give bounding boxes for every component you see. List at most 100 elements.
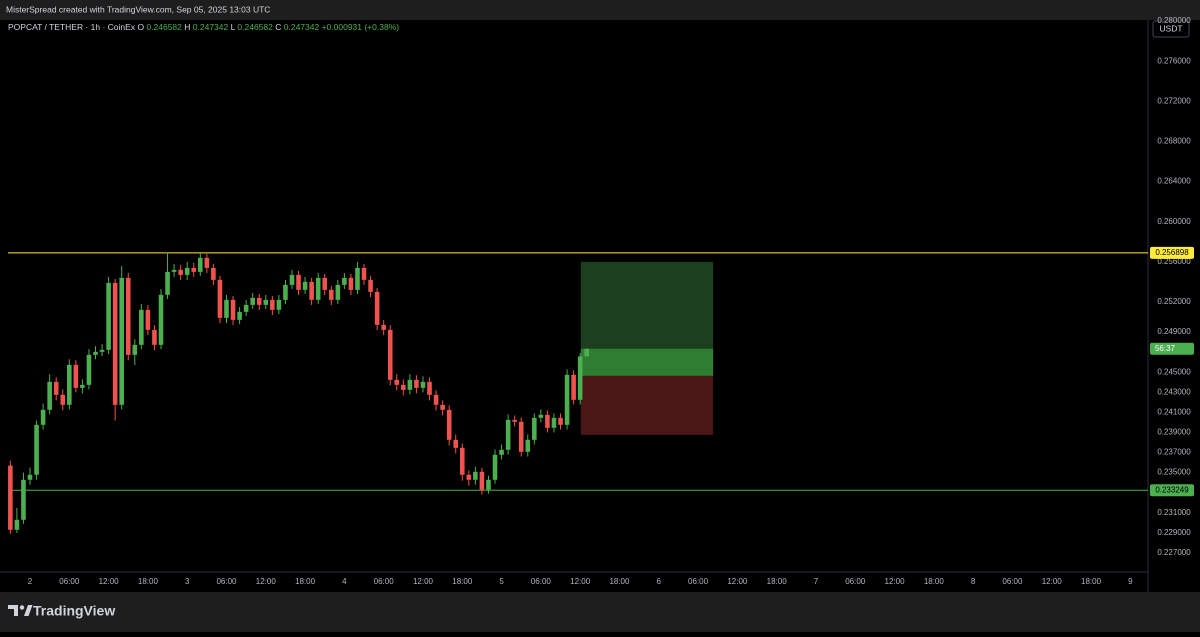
candle-body [355, 267, 360, 290]
candle-body [112, 282, 118, 405]
candle-body [302, 281, 308, 290]
candle-body [270, 299, 275, 310]
x-tick-label: 3 [185, 577, 190, 586]
candle-body [93, 351, 98, 355]
y-tick-label: 0.237000 [1157, 448, 1191, 457]
y-tick-label: 0.229000 [1157, 528, 1191, 537]
candle-body [47, 381, 52, 410]
y-tick-label: 0.231000 [1157, 508, 1191, 517]
ohlc-value: 0.246582 [146, 22, 182, 32]
countdown: 56:37 [1155, 344, 1176, 353]
candle-body [27, 474, 33, 480]
candle-body [230, 299, 236, 320]
brand: TradingView [33, 603, 115, 619]
logo [8, 605, 33, 616]
candle-body [80, 384, 85, 388]
x-tick-label: 18:00 [295, 577, 316, 586]
ohlc-label: O [137, 22, 144, 32]
y-tick-label: 0.276000 [1157, 56, 1191, 65]
candle-body [21, 479, 26, 520]
candle-body [315, 277, 321, 300]
currency[interactable]: USDT [1159, 23, 1182, 33]
candle-body [545, 414, 550, 428]
candle-body [577, 356, 583, 400]
candle-body [283, 284, 288, 300]
candle-body [119, 277, 124, 405]
candle-body [486, 479, 491, 490]
candle-body [250, 297, 255, 305]
x-tick-label: 8 [971, 577, 976, 586]
x-tick-label: 06:00 [59, 577, 80, 586]
candle-body [99, 349, 105, 352]
candle-body [14, 519, 20, 530]
countdown-bg [1150, 342, 1194, 355]
candle-body [328, 289, 334, 300]
y-tick-label: 0.243000 [1157, 387, 1191, 396]
candle-body [152, 329, 157, 345]
ohlc-label: C [275, 22, 281, 32]
candle-body [538, 414, 544, 418]
currency-button[interactable] [1152, 20, 1190, 38]
y-tick-label: 0.272000 [1157, 96, 1191, 105]
candle-body [211, 267, 216, 280]
candle-body [564, 374, 570, 425]
candle-body [132, 344, 138, 355]
x-tick-label: 18:00 [1081, 577, 1102, 586]
candle-body [8, 465, 13, 530]
candle-body [106, 282, 111, 350]
candle-body [453, 439, 459, 448]
candle-body [551, 417, 557, 428]
candle-body [224, 299, 229, 318]
candle-body [473, 471, 478, 480]
price-label: 0.256898 [1155, 248, 1189, 257]
x-tick-label: 12:00 [885, 577, 906, 586]
x-tick-label: 06:00 [688, 577, 709, 586]
candle-body [387, 329, 393, 380]
candle-body [361, 267, 367, 280]
candle-body [401, 384, 406, 390]
candle-body [263, 299, 269, 305]
y-tick-label: 0.260000 [1157, 217, 1191, 226]
ohlc-label: L [231, 22, 236, 32]
x-tick-label: 4 [342, 577, 347, 586]
x-tick-label: 12:00 [256, 577, 277, 586]
candle-body [178, 269, 183, 275]
candle-body [394, 379, 400, 385]
candle-body [558, 417, 563, 425]
candle-body [407, 379, 413, 390]
x-tick-label: 18:00 [138, 577, 159, 586]
candle-body [165, 271, 170, 295]
ohlc-label: H [184, 22, 190, 32]
y-tick-label: 0.256000 [1157, 257, 1191, 266]
candle-body [184, 267, 190, 275]
ohlc-value: 0.247342 [193, 22, 229, 32]
x-tick-label: 06:00 [1002, 577, 1023, 586]
x-tick-label: 2 [28, 577, 33, 586]
x-tick-label: 06:00 [374, 577, 395, 586]
x-tick-label: 18:00 [609, 577, 630, 586]
candle-body [571, 374, 576, 400]
x-tick-label: 9 [1128, 577, 1133, 586]
candle-body [374, 291, 380, 325]
candle-body [67, 364, 72, 405]
x-tick-label: 7 [814, 577, 819, 586]
open-profit [580, 348, 714, 376]
candle-body [40, 409, 46, 425]
candle-body [191, 267, 197, 272]
candle-body [322, 277, 328, 290]
symbol: POPCAT / TETHER · 1h · CoinEx [8, 22, 136, 32]
top-bar [0, 0, 1200, 20]
x-tick-label: 06:00 [216, 577, 237, 586]
y-tick-label: 0.252000 [1157, 297, 1191, 306]
y-tick-label: 0.239000 [1157, 428, 1191, 437]
header: POPCAT / TETHER · 1h · CoinEx O 0.246582… [8, 22, 399, 32]
candle-body [479, 471, 485, 490]
x-tick-label: 12:00 [99, 577, 120, 586]
x-tick-label: 5 [499, 577, 504, 586]
candle-body [420, 381, 426, 388]
logo-dot [19, 605, 25, 610]
candle-body [256, 297, 262, 305]
candle-body [532, 417, 537, 440]
footer [0, 592, 1200, 632]
